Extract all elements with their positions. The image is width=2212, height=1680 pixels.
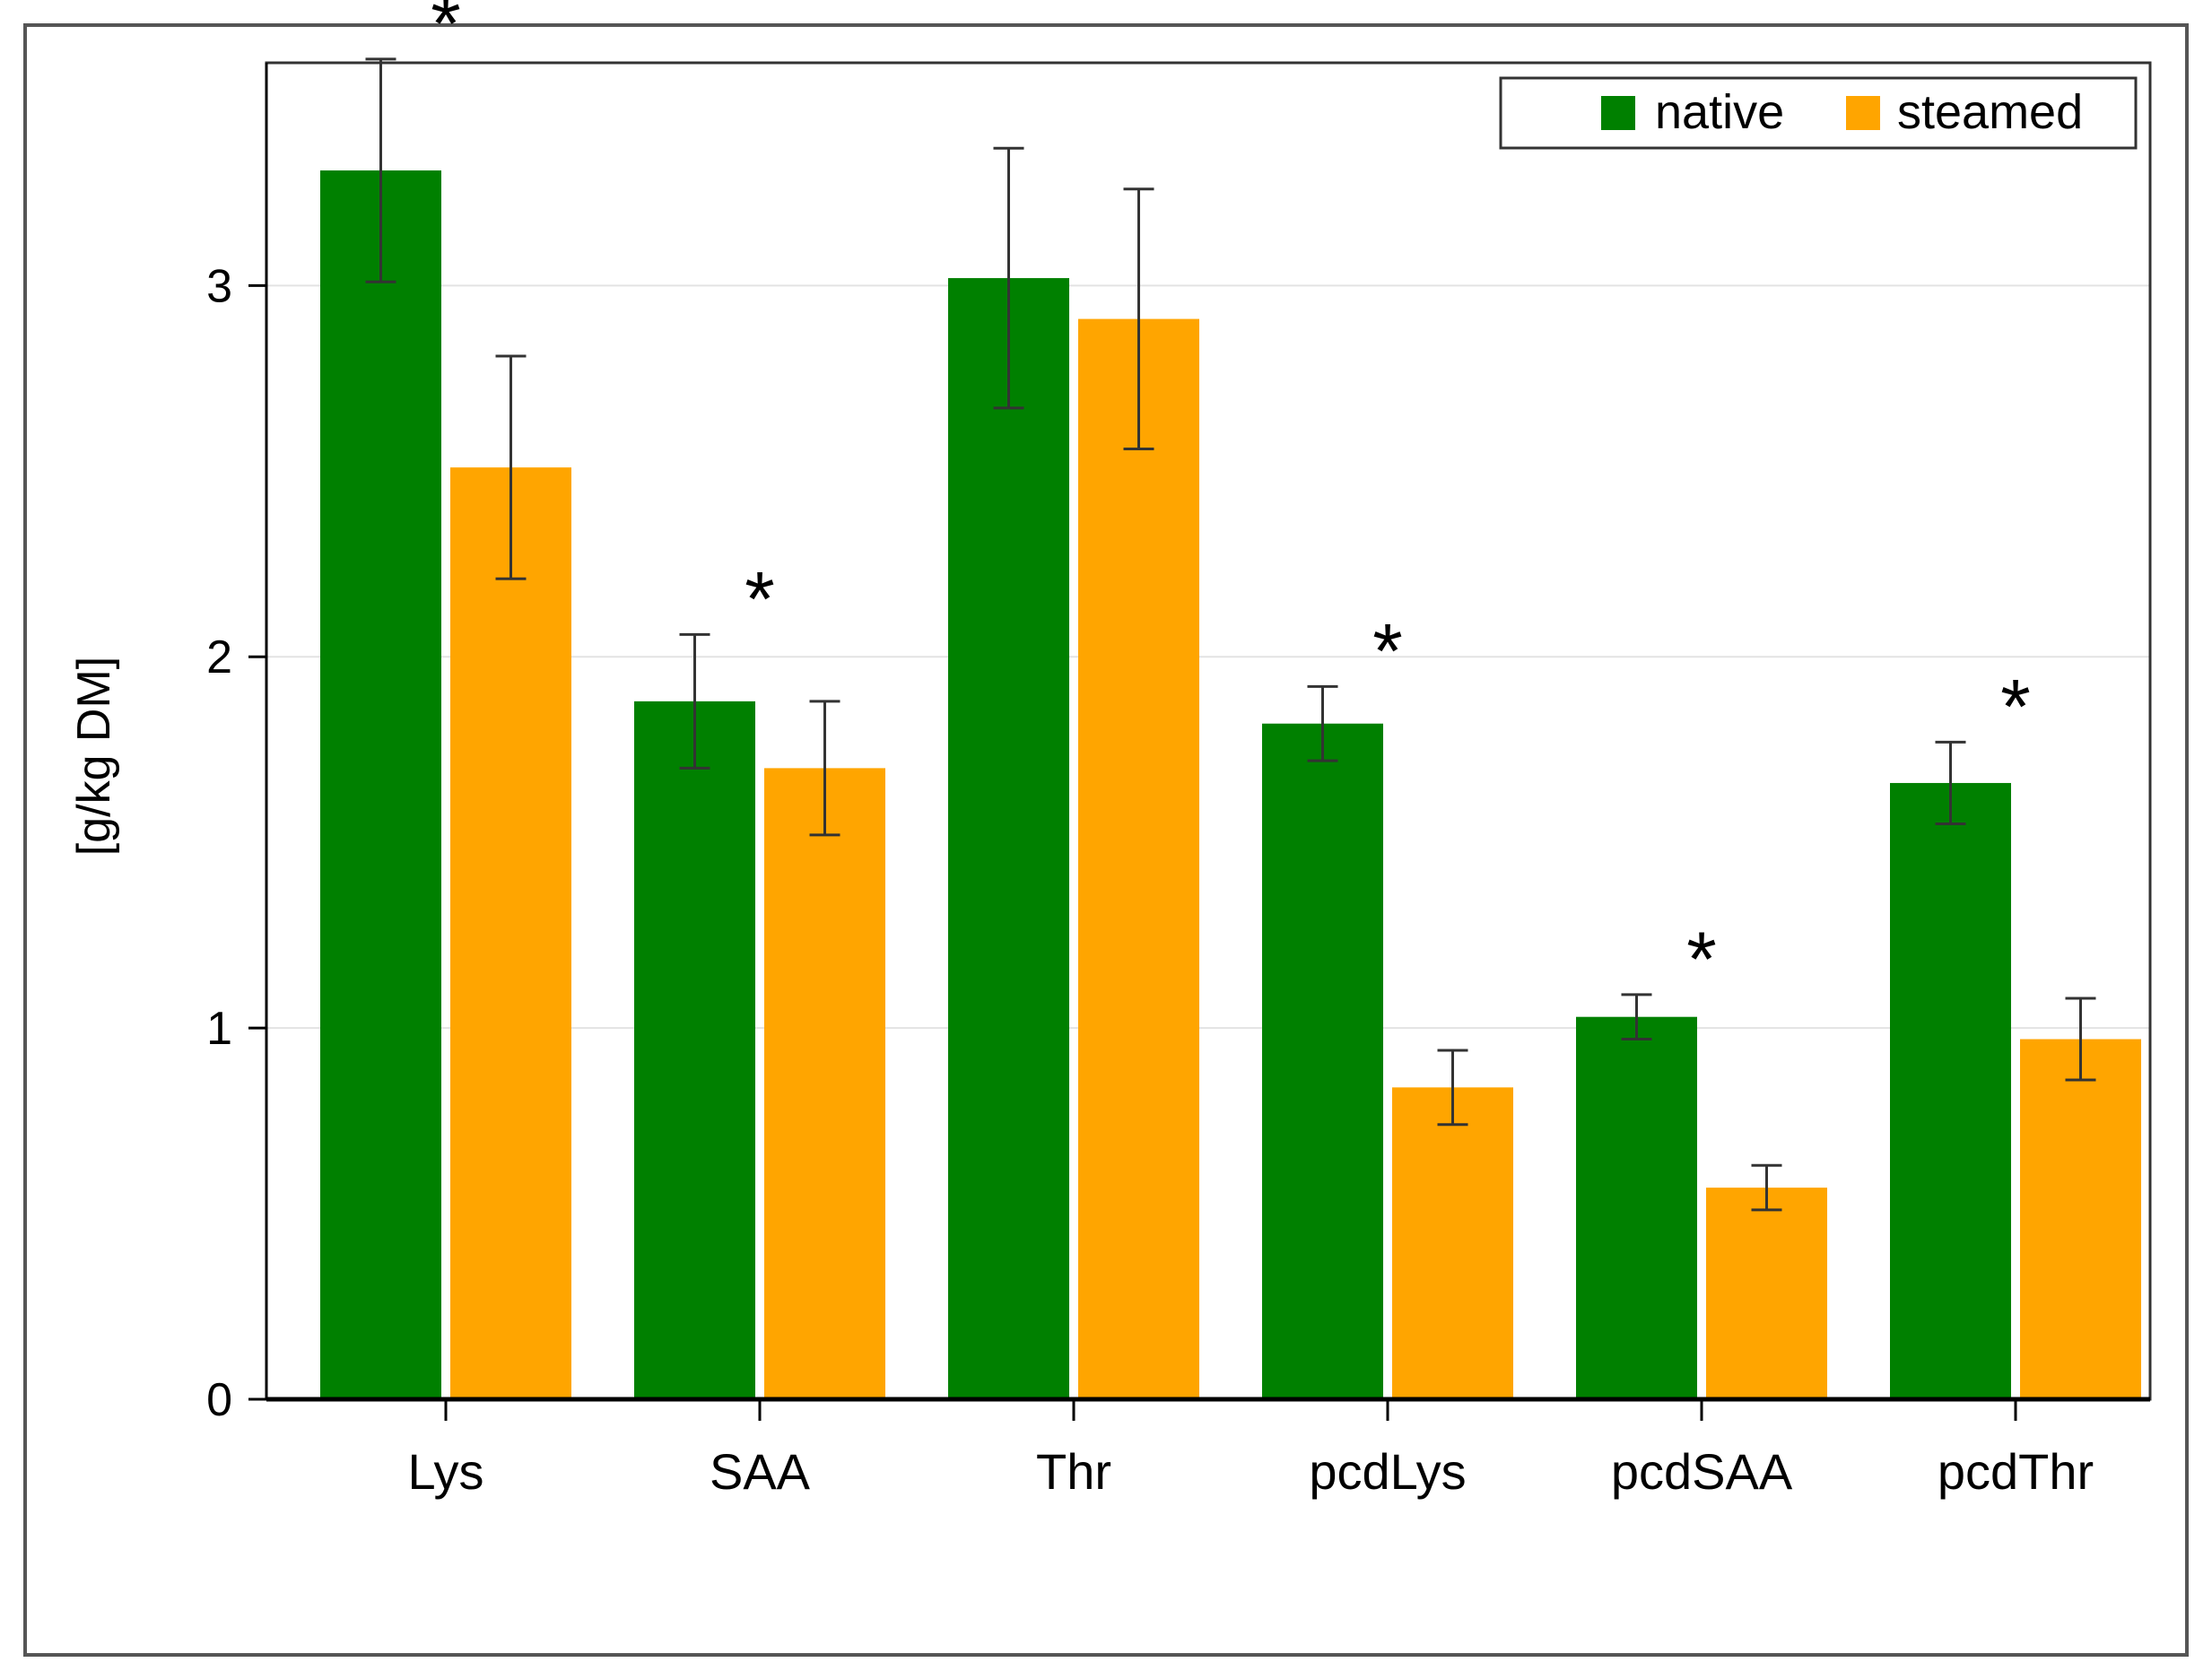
grid-layer: [266, 284, 2150, 1030]
x-tick-label-Lys: Lys: [407, 1443, 483, 1500]
legend-label-native: native: [1655, 85, 1784, 139]
significance-marker-pcdLys: *: [1372, 608, 1402, 694]
significance-marker-pcdThr: *: [2000, 664, 2030, 750]
bar-native-pcdLys: [1262, 723, 1383, 1399]
legend-swatch-steamed: [1846, 96, 1880, 130]
bars-layer: [320, 170, 2141, 1399]
legend-swatch-native: [1601, 96, 1635, 130]
significance-marker-Lys: *: [431, 0, 460, 67]
y-tick-label: 2: [206, 631, 232, 683]
bar-steamed-Thr: [1078, 318, 1199, 1399]
error-bars-layer: [365, 57, 2096, 1212]
x-tick-label-pcdLys: pcdLys: [1309, 1443, 1466, 1500]
x-tick-label-pcdThr: pcdThr: [1938, 1443, 2094, 1500]
y-axis-label: [g/kg DM]: [68, 657, 120, 857]
x-tick-label-Thr: Thr: [1036, 1443, 1111, 1500]
x-tick-label-SAA: SAA: [710, 1443, 811, 1500]
bar-steamed-pcdSAA: [1706, 1188, 1827, 1399]
bar-native-Lys: [320, 170, 441, 1399]
bar-native-pcdSAA: [1576, 1016, 1697, 1399]
x-ticks-layer: Lys SAA Thr pcdLys pcdSAA pcdThr: [407, 1399, 2094, 1500]
legend-label-steamed: steamed: [1897, 85, 2083, 139]
significance-marker-pcdSAA: *: [1686, 917, 1716, 1003]
bar-steamed-pcdLys: [1392, 1087, 1513, 1399]
y-tick-label: 0: [206, 1374, 232, 1426]
bar-native-pcdThr: [1890, 782, 2011, 1399]
bar-steamed-pcdThr: [2020, 1039, 2141, 1399]
bar-steamed-SAA: [764, 768, 885, 1399]
bar-steamed-Lys: [450, 467, 571, 1399]
y-ticks-layer: 0 1 2 3: [206, 260, 266, 1426]
y-tick-label: 3: [206, 260, 232, 312]
bar-native-Thr: [948, 278, 1069, 1399]
bar-native-SAA: [634, 701, 755, 1399]
y-tick-label: 1: [206, 1003, 232, 1055]
x-tick-label-pcdSAA: pcdSAA: [1611, 1443, 1793, 1500]
legend: native steamed: [1499, 76, 2138, 150]
legend-box: [1499, 76, 2138, 150]
significance-marker-SAA: *: [745, 556, 774, 642]
significance-markers-layer: * * * * *: [431, 0, 2030, 1003]
